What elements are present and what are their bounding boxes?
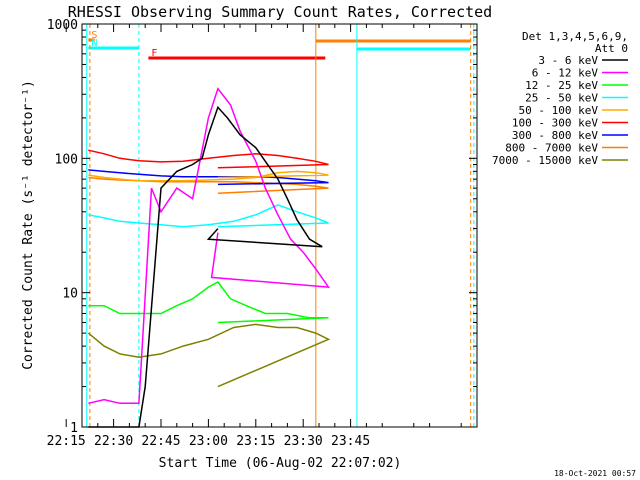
x-tick-label: 22:30: [94, 434, 133, 449]
y-axis: 1 10 100 1000: [47, 18, 477, 436]
x-axis-label: Start Time (06-Aug-02 22:07:02): [159, 456, 402, 471]
x-tick-label: 23:00: [189, 434, 228, 449]
legend-header: Att 0: [595, 42, 628, 55]
footer-timestamp: 18-Oct-2021 00:57: [554, 469, 636, 478]
x-axis: 22:15 22:30 22:45 23:00 23:15 23:30 23:45: [47, 24, 478, 449]
series-line: [88, 281, 329, 324]
y-tick-label: 1: [70, 421, 78, 436]
legend-entry: 100 - 300 keV: [512, 117, 598, 130]
chart-title: RHESSI Observing Summary Count Rates, Co…: [68, 3, 492, 21]
flag-label: S: [91, 30, 97, 41]
series-line: [88, 204, 329, 228]
legend-entry: 7000 - 15000 keV: [492, 154, 598, 167]
legend-entry: 300 - 800 keV: [512, 129, 598, 142]
series-line: [88, 149, 329, 169]
flag-label: N: [91, 38, 97, 49]
x-tick-label: 23:30: [284, 434, 323, 449]
flag-bars: SN F: [88, 30, 471, 60]
y-tick-label: 10: [62, 287, 78, 302]
series-line: [88, 105, 323, 428]
legend-entry: 50 - 100 keV: [519, 104, 599, 117]
legend-entry: 800 - 7000 keV: [505, 142, 598, 155]
flag-label: F: [151, 48, 157, 59]
legend-entry: 12 - 25 keV: [525, 79, 598, 92]
legend-entry: 3 - 6 keV: [538, 54, 598, 67]
series-line: [88, 87, 331, 405]
series-line: [87, 323, 331, 388]
series-lines: [87, 87, 331, 428]
plot-frame: [81, 23, 478, 428]
legend-entry: 25 - 50 keV: [525, 92, 598, 105]
x-tick-label: 23:15: [236, 434, 275, 449]
y-axis-label: Corrected Count Rate (s⁻¹ detector⁻¹): [21, 80, 36, 370]
y-tick-label: 1000: [47, 18, 78, 33]
x-tick-label: 22:15: [47, 434, 86, 449]
x-tick-label: 23:45: [331, 434, 370, 449]
legend-header: Det 1,3,4,5,6,9,: [522, 30, 628, 43]
legend-entry: 6 - 12 keV: [532, 67, 599, 80]
x-tick-label: 22:45: [141, 434, 180, 449]
vertical-markers: [86, 24, 475, 427]
series-line: [88, 170, 329, 182]
y-tick-label: 100: [55, 152, 78, 167]
